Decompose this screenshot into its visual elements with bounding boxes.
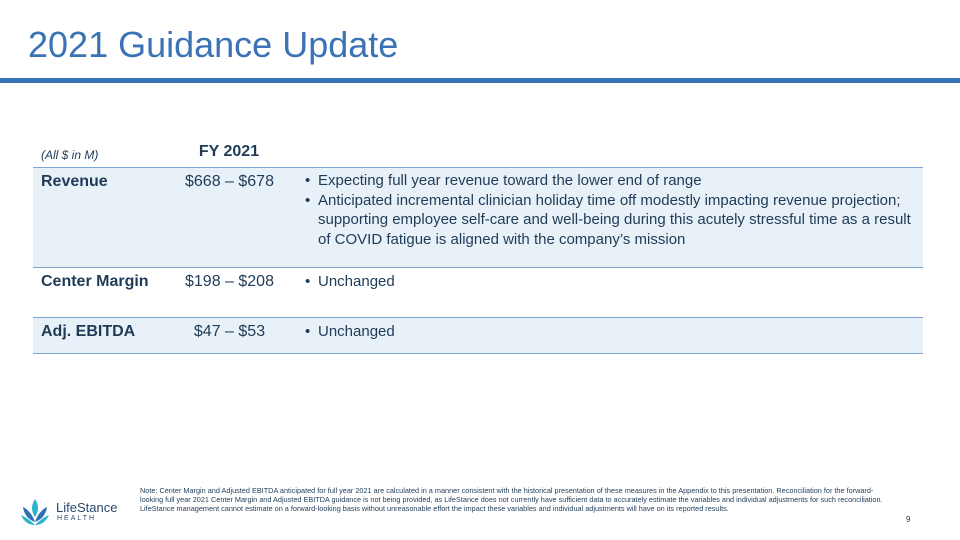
- commentary-list: Expecting full year revenue toward the l…: [303, 171, 918, 249]
- title-divider: [0, 78, 960, 83]
- commentary-item: Expecting full year revenue toward the l…: [303, 171, 918, 191]
- table-header: (All $ in M) FY 2021: [33, 140, 923, 168]
- guidance-range: $198 – $208: [185, 273, 274, 290]
- guidance-range: $47 – $53: [193, 323, 266, 340]
- metric-label: Adj. EBITDA: [41, 323, 136, 340]
- commentary-item: Unchanged: [303, 322, 918, 342]
- page-title: 2021 Guidance Update: [28, 24, 399, 65]
- table-row: Revenue $668 – $678 Expecting full year …: [33, 168, 923, 268]
- table-row: Adj. EBITDA $47 – $53 Unchanged: [33, 318, 923, 354]
- metric-label: Center Margin: [41, 273, 149, 290]
- company-logo: LifeStance HEALTH: [20, 495, 130, 527]
- table-row: Center Margin $198 – $208 Unchanged: [33, 268, 923, 318]
- column-header-fy2021: FY 2021: [198, 143, 260, 160]
- commentary-item: Anticipated incremental clinician holida…: [303, 191, 918, 250]
- guidance-range: $668 – $678: [185, 173, 274, 190]
- commentary-item: Unchanged: [303, 272, 918, 292]
- metric-label: Revenue: [41, 173, 108, 190]
- unit-label: (All $ in M): [41, 148, 99, 162]
- commentary-list: Unchanged: [303, 272, 918, 292]
- lifestance-logo-icon: [21, 499, 49, 525]
- logo-subtitle: HEALTH: [57, 515, 97, 522]
- commentary-list: Unchanged: [303, 322, 918, 342]
- footnote: Note: Center Margin and Adjusted EBITDA …: [140, 486, 883, 513]
- logo-wordmark: LifeStance: [56, 500, 118, 515]
- guidance-table: (All $ in M) FY 2021 Revenue $668 – $678…: [33, 140, 923, 354]
- page-number: 9: [906, 515, 911, 524]
